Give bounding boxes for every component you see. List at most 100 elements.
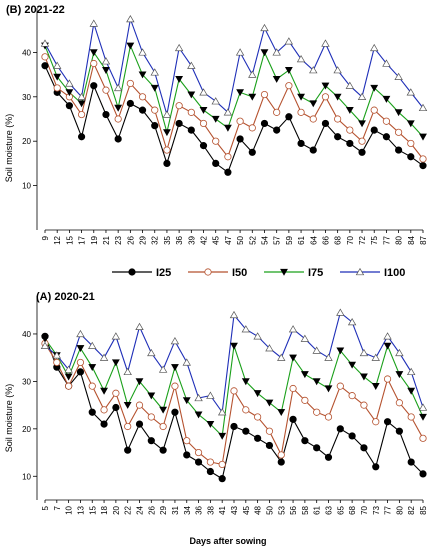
data-point-i75	[138, 71, 147, 79]
x-tick-label: 68	[334, 235, 343, 244]
data-point-i100	[113, 83, 123, 92]
data-point-i75	[89, 49, 98, 57]
data-point-i100	[418, 403, 428, 411]
data-point-i100	[272, 48, 281, 56]
series-line-i100	[44, 16, 424, 115]
data-point-i75	[223, 124, 232, 132]
data-point-i25	[135, 420, 144, 428]
data-point-i100	[395, 348, 404, 357]
data-point-i50	[346, 126, 354, 134]
data-point-i75	[102, 67, 110, 74]
data-point-i50	[370, 106, 378, 114]
data-point-i75	[187, 91, 196, 99]
data-point-i75	[383, 342, 392, 350]
data-point-i50	[273, 108, 281, 116]
data-point-i100	[150, 68, 159, 76]
x-tick-label: 77	[382, 235, 391, 244]
data-point-i100	[199, 88, 208, 96]
data-point-i50	[151, 106, 159, 114]
data-point-i50	[289, 384, 297, 393]
data-point-i50	[194, 448, 203, 457]
series-line-i100	[44, 311, 424, 414]
data-point-i50	[100, 406, 108, 414]
data-point-i50	[171, 382, 179, 390]
data-point-i25	[336, 425, 344, 433]
data-point-i50	[77, 110, 86, 119]
x-tick-label: 20	[112, 505, 121, 514]
data-point-i25	[236, 135, 244, 143]
data-point-i50	[260, 90, 269, 99]
data-point-i25	[248, 148, 256, 156]
data-point-i100	[336, 308, 345, 316]
data-point-i100	[383, 332, 392, 340]
data-point-i25	[334, 133, 342, 141]
data-point-i75	[300, 371, 309, 379]
legend-label-i75: I75	[308, 267, 323, 279]
data-point-i100	[370, 43, 379, 52]
data-point-i25	[419, 470, 427, 478]
data-point-i50	[218, 460, 226, 469]
data-point-i75	[333, 93, 342, 101]
y-axis-title: Soil moisture (%)	[4, 384, 14, 453]
data-point-i75	[114, 104, 123, 112]
data-point-i25	[76, 368, 85, 376]
data-point-i75	[394, 109, 403, 117]
data-point-i25	[77, 133, 86, 141]
y-tick-label: 30	[22, 93, 31, 102]
data-point-i100	[187, 61, 196, 69]
data-point-i100	[406, 367, 416, 376]
data-point-i25	[324, 453, 333, 461]
x-tick-label: 26	[126, 235, 135, 244]
data-point-i75	[236, 89, 245, 97]
data-point-i25	[90, 82, 98, 90]
data-point-i75	[272, 75, 281, 83]
data-point-i50	[395, 399, 403, 407]
x-tick-label: 23	[114, 235, 123, 244]
data-point-i100	[174, 43, 184, 52]
data-point-i25	[163, 159, 171, 167]
y-tick-label: 10	[22, 472, 31, 481]
data-point-i25	[100, 420, 108, 428]
x-tick-label: 66	[321, 235, 330, 244]
data-point-i50	[114, 115, 122, 123]
data-point-i50	[348, 392, 356, 400]
x-tick-label: 87	[419, 235, 428, 244]
x-tick-label: 52	[248, 235, 257, 244]
data-point-i100	[359, 348, 369, 357]
x-axis-title: Days after sowing	[189, 536, 266, 546]
data-point-i50	[407, 413, 415, 421]
x-tick-label: 45	[242, 505, 251, 514]
data-point-i50	[334, 115, 342, 123]
data-point-i50	[147, 413, 155, 421]
data-point-i75	[77, 100, 86, 108]
data-point-i100	[248, 70, 257, 78]
data-point-i50	[124, 422, 132, 431]
data-point-i25	[297, 139, 305, 148]
data-point-i25	[383, 418, 392, 426]
x-tick-label: 80	[395, 505, 404, 514]
data-point-i75	[123, 402, 132, 409]
data-point-i25	[175, 119, 183, 128]
data-point-i75	[348, 361, 357, 369]
data-point-i25	[124, 446, 132, 454]
data-point-i100	[211, 97, 220, 105]
data-point-i75	[230, 342, 238, 350]
data-point-i75	[88, 364, 97, 371]
data-point-i100	[40, 341, 50, 349]
x-tick-label: 43	[230, 505, 239, 514]
data-point-i100	[382, 59, 391, 67]
data-point-i50	[236, 117, 244, 125]
legend-label-i25: I25	[156, 267, 171, 279]
data-point-i50	[76, 358, 85, 367]
data-point-i75	[248, 93, 257, 101]
data-point-i100	[324, 353, 333, 361]
data-point-i50	[126, 79, 134, 88]
data-point-i50	[395, 128, 403, 136]
data-point-i75	[111, 359, 120, 367]
data-point-i50	[102, 86, 110, 94]
data-point-i50	[90, 59, 98, 68]
legend-marker-i25	[128, 268, 136, 276]
data-point-i75	[265, 399, 274, 407]
data-point-i75	[382, 95, 391, 103]
data-point-i100	[418, 103, 428, 112]
